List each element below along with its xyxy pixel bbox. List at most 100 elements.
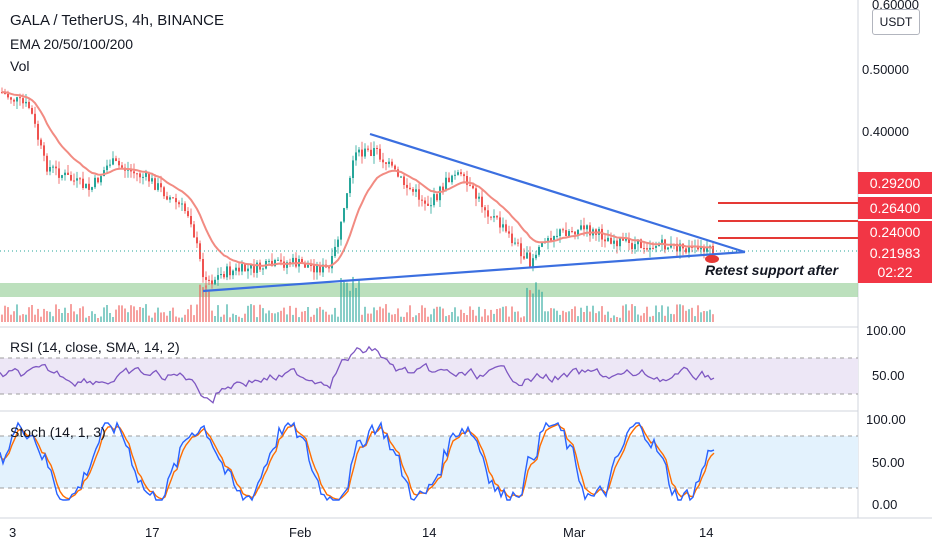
volume-bar (613, 315, 615, 322)
volume-bar (496, 309, 498, 322)
volume-bar (313, 314, 315, 322)
volume-bar (124, 308, 126, 322)
candle-body (22, 98, 24, 104)
volume-bar (196, 304, 198, 322)
candle-body (247, 268, 249, 272)
candle-body (250, 265, 252, 269)
candle-body (373, 148, 375, 156)
volume-bar (541, 291, 543, 322)
volume-bar (532, 293, 534, 322)
volume-bar (397, 308, 399, 322)
candle-body (277, 259, 279, 261)
candle-body (505, 224, 507, 232)
candle-body (712, 245, 714, 255)
candle-body (529, 252, 531, 268)
volume-bar (64, 307, 66, 322)
volume-bar (295, 307, 297, 322)
candle-body (64, 172, 66, 176)
volume-bar (655, 305, 657, 322)
rsi-label[interactable]: RSI (14, close, SMA, 14, 2) (10, 339, 180, 355)
candle-body (58, 168, 60, 178)
candle-body (13, 99, 15, 102)
volume-bar (490, 309, 492, 322)
volume-bar (538, 289, 540, 322)
candle-body (130, 169, 132, 172)
volume-bar (253, 305, 255, 322)
volume-bar (190, 304, 192, 322)
candle-body (340, 221, 342, 240)
candle-body (403, 176, 405, 185)
volume-bar (22, 314, 24, 322)
volume-bar (7, 307, 9, 322)
candle-body (349, 177, 351, 194)
volume-bar (361, 314, 363, 322)
time-tick: 14 (699, 525, 713, 540)
candle-body (547, 238, 549, 242)
candle-body (313, 265, 315, 273)
candle-body (379, 148, 381, 160)
candle-body (601, 228, 603, 240)
volume-bar (451, 312, 453, 322)
candle-body (292, 257, 294, 264)
volume-bar (565, 312, 567, 322)
candle-body (427, 203, 429, 206)
volume-bar (637, 314, 639, 322)
candle-body (19, 97, 21, 99)
volume-bar (610, 317, 612, 322)
candle-body (421, 199, 423, 201)
volume-bar (709, 309, 711, 322)
candle-body (217, 275, 219, 280)
volume-bar (640, 315, 642, 322)
price-tag-0264: 0.26400 (858, 197, 932, 219)
candle-body (364, 148, 366, 157)
symbol-title[interactable]: GALA / TetherUS, 4h, BINANCE (10, 12, 224, 29)
stoch-tick-100: 100.00 (866, 412, 906, 427)
volume-bar (592, 305, 594, 322)
candle-body (475, 188, 477, 199)
volume-bar (604, 314, 606, 322)
candle-body (406, 184, 408, 188)
stoch-label[interactable]: Stoch (14, 1, 3) (10, 424, 106, 440)
candle-body (316, 265, 318, 273)
candle-body (160, 183, 162, 188)
candle-body (172, 197, 174, 199)
ascending-trendline[interactable] (202, 250, 746, 293)
volume-bar (343, 281, 345, 322)
volume-bar (376, 310, 378, 322)
volume-bar (61, 313, 63, 322)
candle-body (208, 279, 210, 281)
candle-body (568, 231, 570, 236)
volume-bar (658, 312, 660, 322)
volume-bar (499, 308, 501, 322)
volume-bar (487, 315, 489, 322)
rsi-line (0, 345, 715, 404)
candle-body (385, 162, 387, 164)
volume-bar (571, 309, 573, 322)
volume-legend[interactable]: Vol (10, 58, 30, 74)
candle-body (43, 145, 45, 156)
volume-bar (379, 306, 381, 322)
volume-bar (10, 314, 12, 322)
volume-bar (247, 305, 249, 322)
volume-bar (28, 307, 30, 322)
volume-bar (178, 317, 180, 322)
candle-body (394, 165, 396, 170)
volume-bar (307, 307, 309, 322)
candle-body (391, 161, 393, 166)
volume-bar (574, 306, 576, 322)
volume-bar (385, 304, 387, 322)
volume-bar (373, 307, 375, 322)
descending-trendline[interactable] (369, 132, 746, 254)
volume-bar (208, 291, 210, 322)
candle-body (610, 237, 612, 244)
volume-bar (607, 311, 609, 322)
ema-legend[interactable]: EMA 20/50/100/200 (10, 36, 133, 52)
candle-body (448, 177, 450, 183)
volume-bar (136, 310, 138, 322)
currency-selector[interactable]: USDT (872, 9, 920, 35)
candle-body (205, 277, 207, 280)
volume-bar (547, 311, 549, 322)
candle-body (607, 237, 609, 242)
candle-body (619, 238, 621, 247)
